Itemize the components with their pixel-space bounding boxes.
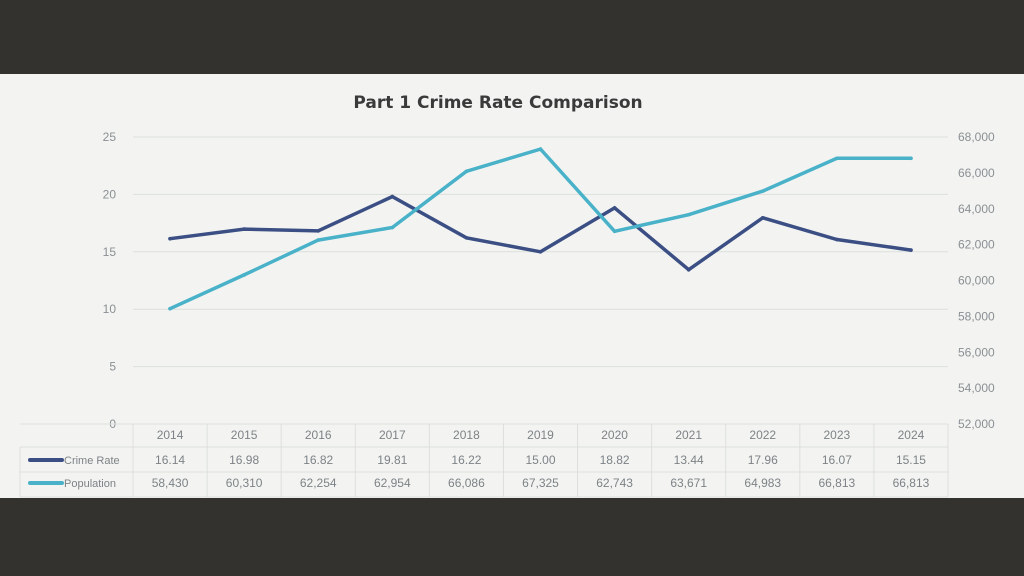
legend-label: Crime Rate bbox=[64, 455, 120, 467]
data-cell: 13.44 bbox=[674, 453, 704, 467]
category-label: 2014 bbox=[157, 428, 184, 442]
category-label: 2018 bbox=[453, 428, 480, 442]
legend-label: Population bbox=[64, 478, 116, 490]
left-tick-label: 15 bbox=[103, 245, 117, 259]
right-tick-label: 58,000 bbox=[958, 309, 995, 323]
line-chart: Part 1 Crime Rate Comparison 0510152025 … bbox=[19, 93, 995, 498]
data-point bbox=[464, 169, 469, 174]
data-cell: 60,310 bbox=[226, 476, 263, 490]
data-cell: 58,430 bbox=[152, 476, 189, 490]
data-point bbox=[686, 212, 691, 217]
category-label: 2019 bbox=[527, 428, 554, 442]
data-table: 2014 2015 2016 2017 2018 2019 2020 2021 2022 2023… bbox=[19, 423, 949, 498]
data-cell: 18.82 bbox=[600, 453, 630, 467]
data-point bbox=[390, 225, 395, 230]
data-cell: 15.00 bbox=[525, 453, 555, 467]
data-cell: 64,983 bbox=[744, 476, 781, 490]
right-tick-label: 54,000 bbox=[958, 381, 995, 395]
category-label: 2015 bbox=[231, 428, 258, 442]
data-point bbox=[909, 248, 913, 252]
right-tick-label: 64,000 bbox=[958, 202, 995, 216]
data-point bbox=[316, 229, 321, 233]
category-label: 2020 bbox=[601, 428, 628, 442]
data-point bbox=[464, 235, 469, 240]
data-point bbox=[390, 194, 395, 199]
chart-screen: Part 1 Crime Rate Comparison 0 5 10 15 20 25 … bbox=[0, 74, 1024, 498]
data-cell: 62,743 bbox=[596, 476, 633, 490]
left-tick-label: 5 bbox=[109, 360, 116, 374]
data-cell: 62,954 bbox=[374, 476, 411, 490]
data-point bbox=[242, 227, 246, 231]
data-point bbox=[538, 147, 543, 151]
data-point bbox=[686, 267, 691, 272]
data-point bbox=[835, 156, 839, 161]
data-cell: 62,254 bbox=[300, 476, 337, 490]
data-point bbox=[612, 229, 617, 234]
data-point bbox=[168, 306, 172, 311]
data-point bbox=[538, 250, 543, 254]
data-cell: 19.81 bbox=[377, 453, 407, 467]
data-point bbox=[242, 273, 246, 277]
data-cell: 16.98 bbox=[229, 453, 259, 467]
data-point bbox=[760, 189, 765, 193]
right-tick-label: 60,000 bbox=[958, 274, 995, 288]
data-cell: 16.82 bbox=[303, 453, 333, 467]
data-point bbox=[612, 206, 617, 210]
category-label: 2024 bbox=[898, 428, 925, 442]
right-tick-label: 68,000 bbox=[958, 130, 995, 144]
category-label: 2022 bbox=[749, 428, 776, 442]
right-axis: 52,000 54,000 56,000 58,000 60,000 62,000 64,0… bbox=[958, 130, 995, 431]
data-point bbox=[316, 238, 321, 242]
data-cell: 66,813 bbox=[819, 476, 856, 490]
right-tick-label: 52,000 bbox=[958, 417, 995, 431]
category-label: 2016 bbox=[305, 428, 332, 442]
right-tick-label: 66,000 bbox=[958, 166, 995, 180]
data-cell: 66,086 bbox=[448, 476, 485, 490]
data-cell: 15.15 bbox=[896, 453, 926, 467]
left-tick-label: 20 bbox=[103, 187, 117, 201]
gridlines bbox=[133, 136, 948, 425]
data-point bbox=[168, 236, 172, 241]
data-cell: 63,671 bbox=[670, 476, 707, 490]
category-label: 2017 bbox=[379, 428, 406, 442]
data-cell: 17.96 bbox=[748, 453, 778, 467]
data-cell: 16.14 bbox=[155, 453, 185, 467]
data-point bbox=[909, 156, 913, 161]
data-cell: 16.07 bbox=[822, 453, 852, 467]
data-cell: 16.22 bbox=[451, 453, 481, 467]
right-tick-label: 56,000 bbox=[958, 345, 995, 359]
data-cell: 67,325 bbox=[522, 476, 559, 490]
data-cell: 66,813 bbox=[893, 476, 930, 490]
left-tick-label: 25 bbox=[103, 130, 117, 144]
data-point bbox=[760, 216, 765, 220]
category-label: 2021 bbox=[675, 428, 702, 442]
data-point bbox=[835, 237, 839, 242]
category-label: 2023 bbox=[824, 428, 851, 442]
left-tick-label: 10 bbox=[103, 302, 117, 316]
right-tick-label: 62,000 bbox=[958, 238, 995, 252]
series-lines bbox=[168, 147, 913, 311]
chart-title: Part 1 Crime Rate Comparison bbox=[353, 93, 642, 113]
